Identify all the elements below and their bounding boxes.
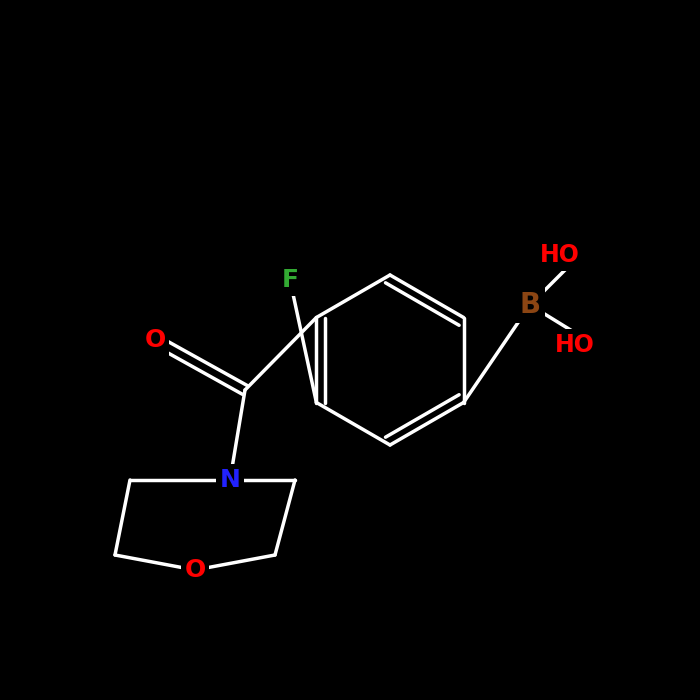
Text: HO: HO <box>555 333 595 357</box>
Text: HO: HO <box>540 243 580 267</box>
Text: O: O <box>184 558 206 582</box>
Text: O: O <box>144 328 166 352</box>
Text: F: F <box>281 268 298 292</box>
Text: N: N <box>220 468 240 492</box>
Text: B: B <box>519 291 540 319</box>
